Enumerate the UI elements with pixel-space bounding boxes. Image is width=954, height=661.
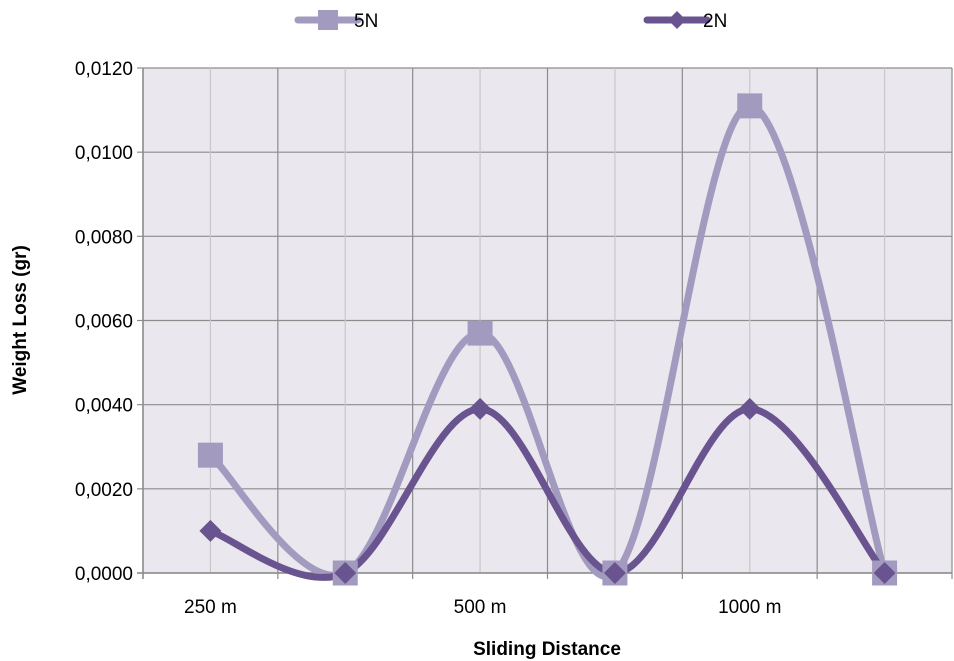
point-5n — [467, 320, 493, 346]
y-axis-title: Weight Loss (gr) — [10, 245, 31, 395]
point-2n — [469, 397, 492, 420]
y-tick-label: 0,0060 — [75, 312, 133, 333]
legend: 5N 2N — [294, 10, 727, 32]
y-tick-label: 0,0120 — [75, 59, 133, 80]
series-lines — [197, 93, 898, 586]
y-tick-label: 0,0100 — [75, 143, 133, 164]
point-2n — [199, 519, 222, 542]
legend-marker-5n — [318, 10, 338, 30]
x-tick-label: 250 m — [184, 597, 237, 618]
y-tick-label: 0,0020 — [75, 480, 133, 501]
point-2n — [603, 562, 626, 584]
y-tick-label: 0,0040 — [75, 396, 133, 417]
x-tick-labels: 250 m 500 m 1000 m — [184, 597, 781, 618]
y-tick-labels: 0,0000 0,0020 0,0040 0,0060 0,0080 0,0100 0,01… — [75, 59, 133, 585]
legend-marker-2n — [668, 11, 686, 29]
y-tick-label: 0,0000 — [75, 564, 133, 585]
x-tick-label: 500 m — [454, 597, 507, 618]
point-5n — [197, 442, 223, 468]
legend-label-5n: 5N — [354, 11, 378, 32]
x-axis-title: Sliding Distance — [473, 639, 621, 660]
point-5n — [737, 93, 763, 119]
legend-label-2n: 2N — [703, 11, 727, 32]
x-tick-label: 1000 m — [718, 597, 781, 618]
point-2n — [738, 397, 761, 420]
point-2n — [334, 562, 357, 584]
y-tick-label: 0,0080 — [75, 227, 133, 248]
point-2n — [873, 562, 896, 584]
